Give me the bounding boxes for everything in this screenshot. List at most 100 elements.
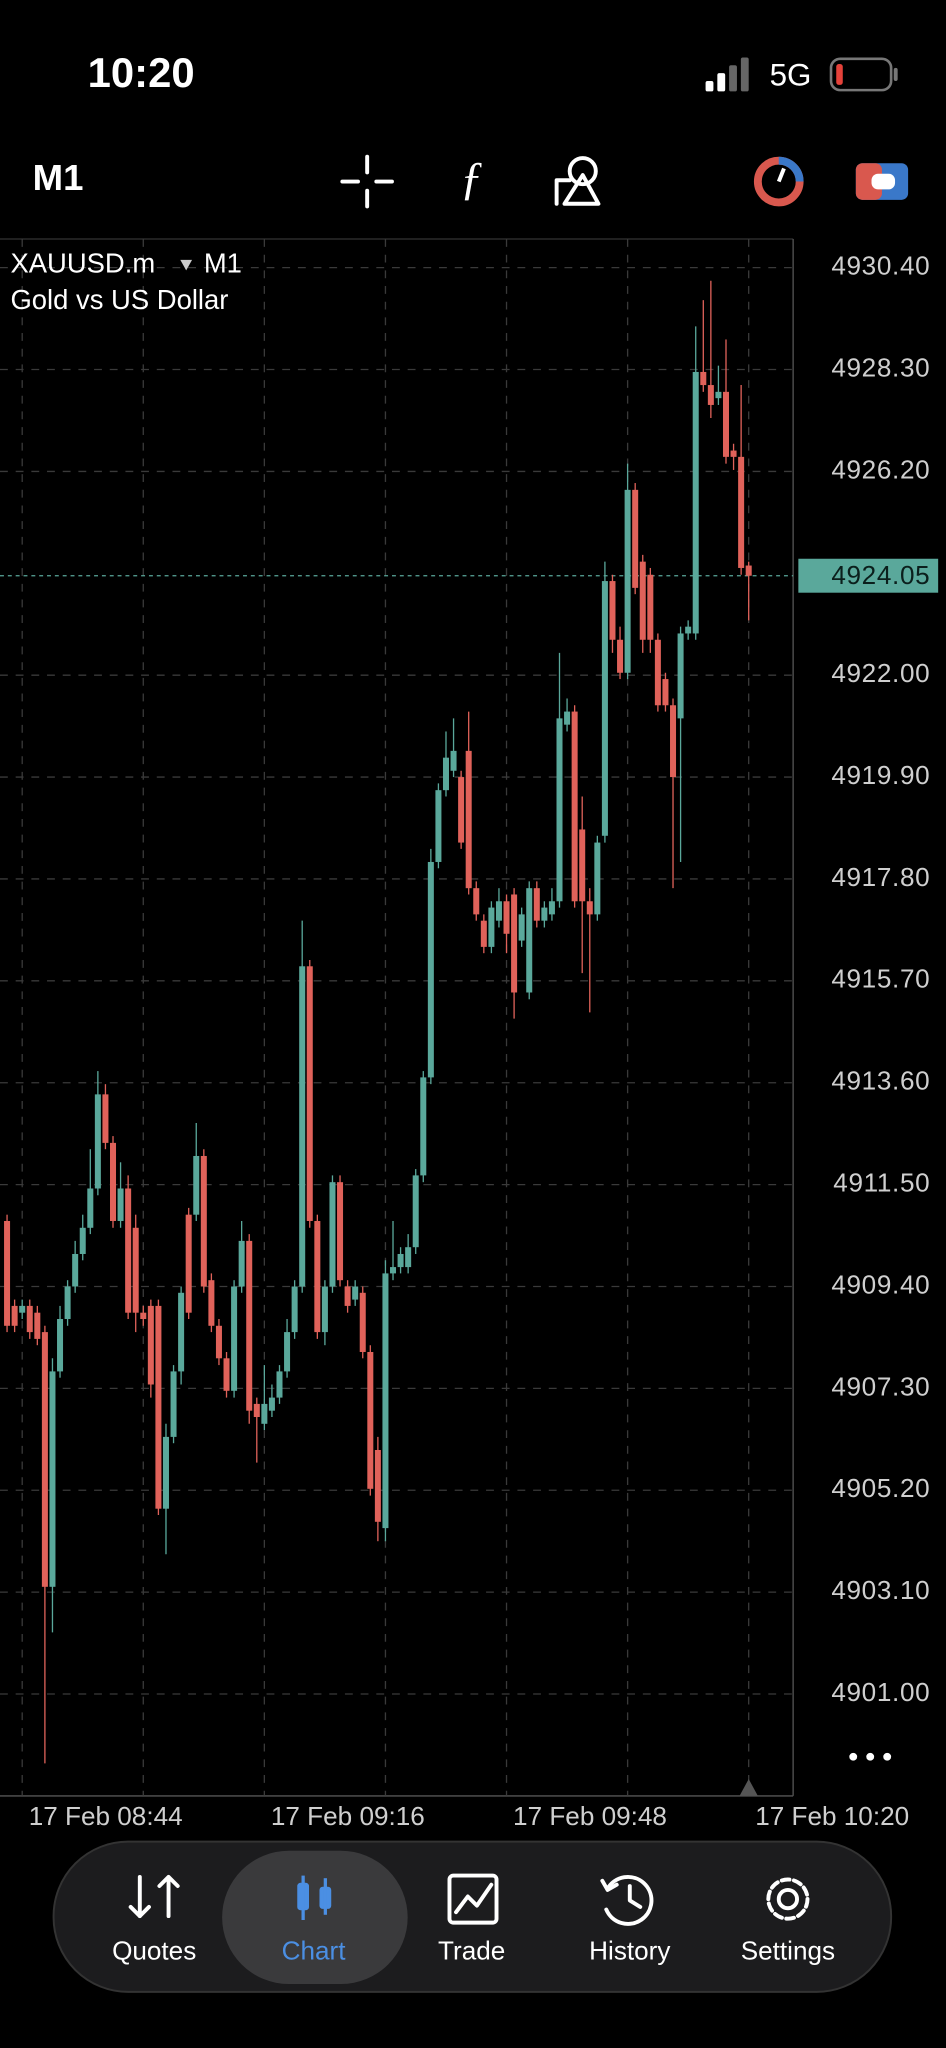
candle-body [132,1227,139,1313]
symbol: XAUUSD.m [10,247,155,278]
candle-body [261,1403,268,1424]
candle-body [594,842,601,915]
chart-tab[interactable]: Chart [282,1875,347,1966]
objects-button[interactable] [554,156,601,206]
candle-body [284,1332,291,1372]
candle-body [397,1253,404,1268]
candle-body [450,750,457,771]
indicators-button[interactable]: ƒ [460,153,484,205]
candle-body [412,1175,419,1248]
tab-label[interactable]: Settings [741,1936,835,1966]
candle-body [609,581,616,640]
candle-body [329,1182,336,1287]
candle-body [337,1182,344,1281]
trade-button[interactable] [855,163,909,200]
candle-body [382,1273,389,1529]
candle-body [253,1403,260,1418]
candle-body [140,1312,147,1320]
candle-body [208,1280,215,1326]
candle-body [125,1188,132,1313]
candle-body [556,718,563,902]
candle-body [685,626,692,634]
candle-body [34,1312,41,1339]
y-tick-label: 4915.70 [831,964,930,994]
more-button[interactable] [849,1752,892,1761]
candle-body [155,1305,162,1509]
candle-body [730,450,737,457]
candle-body [64,1286,71,1320]
candle-body [238,1240,245,1287]
y-tick-label: 4919.90 [831,760,930,790]
candle-body [442,757,449,791]
candle-body [420,1077,427,1176]
candle-body [639,561,646,640]
settings-tab[interactable]: Settings [741,1877,835,1966]
candle-body [57,1319,64,1372]
x-tick-label: 17 Feb 09:48 [513,1801,667,1831]
active-tab-highlight [222,1850,408,1984]
tab-label[interactable]: Quotes [112,1936,196,1966]
battery-icon [829,57,898,92]
candle-body [367,1351,374,1489]
shift-marker [739,1778,758,1796]
network: 5G [770,57,812,92]
candle-body [526,888,533,993]
y-tick-label: 4926.20 [831,454,930,484]
candle-body [435,790,442,862]
y-tick-label: 4930.40 [831,251,930,281]
candle-body [215,1325,222,1359]
x-tick-label: 17 Feb 08:44 [29,1801,183,1831]
candle-body [677,633,684,719]
tab-label[interactable]: Trade [438,1936,505,1966]
one-click-button[interactable] [753,156,804,207]
candle-body [745,565,752,576]
dropdown-arrow [180,259,193,271]
candle-body [427,861,434,1078]
candle-body [473,888,480,915]
candle-body [344,1286,351,1306]
candle-body [87,1188,94,1228]
candle-body [117,1188,124,1221]
candle-body [170,1371,177,1437]
candle-body [276,1371,283,1398]
tab-label[interactable]: History [589,1936,670,1966]
candle-body [359,1292,366,1352]
candle-body [715,391,722,399]
crosshair-button[interactable] [340,154,394,209]
quotes-tab[interactable]: Quotes [112,1874,196,1966]
candle-body [624,489,631,673]
timeframe-button[interactable]: M1 [33,157,84,198]
y-tick-label: 4922.00 [831,658,930,688]
tab-label[interactable]: Chart [282,1936,347,1966]
last-price-tag [798,558,939,593]
candle-body [738,456,745,568]
candle-body [670,705,677,778]
candle-body [458,777,465,843]
candle-body [707,385,714,405]
candle-body [193,1155,200,1215]
candle-body [291,1286,298,1333]
last-price-label: 4924.05 [831,560,930,590]
y-tick-label: 4909.40 [831,1269,930,1299]
candle-body [617,639,624,673]
candle-body [503,901,510,934]
candle-body [541,907,548,921]
trade-tab[interactable]: Trade [438,1873,505,1966]
candle-body [647,574,654,640]
candle-body [185,1214,192,1313]
y-tick-label: 4903.10 [831,1575,930,1605]
candle-body [579,829,586,902]
candle-body [465,750,472,889]
candle-body [405,1247,412,1268]
candle-body [72,1253,79,1287]
candle-body [109,1142,117,1221]
history-tab[interactable]: History [589,1874,670,1966]
y-tick-label: 4907.30 [831,1371,930,1401]
chart[interactable]: 4930.40 4928.30 4926.20 4922.00 4919.90 4917.… [0,238,939,1831]
candle-body [11,1305,18,1326]
y-tick-label: 4928.30 [831,352,930,382]
y-tick-label: 4901.00 [831,1677,930,1707]
